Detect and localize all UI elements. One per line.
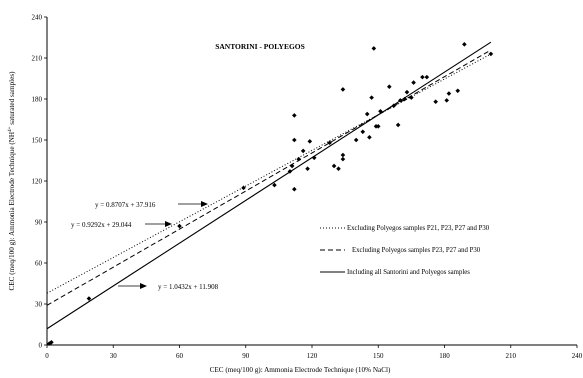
data-point <box>296 156 302 162</box>
legend-label-solid: Including all Santorini and Polyegos sam… <box>347 269 470 276</box>
data-point <box>391 103 397 109</box>
data-point <box>364 111 370 117</box>
y-tick-label: 60 <box>35 260 43 268</box>
chart-title: SANTORINI - POLYEGOS <box>215 42 305 51</box>
data-point <box>241 185 246 191</box>
data-point <box>307 139 313 144</box>
y-axis-title-prefix: CEC (meq/100 g): Ammonia Electrode Techn… <box>8 132 16 291</box>
data-point <box>340 87 346 92</box>
data-point <box>424 74 430 80</box>
x-tick-label: 120 <box>307 352 318 360</box>
x-tick-label: 210 <box>506 352 517 360</box>
data-point <box>353 137 359 143</box>
data-point <box>340 156 346 162</box>
x-tick-label: 90 <box>242 352 250 360</box>
axes <box>46 17 577 346</box>
y-tick-label: 0 <box>39 342 43 350</box>
data-point <box>292 113 297 118</box>
data-point <box>488 51 494 57</box>
data-point <box>305 166 310 171</box>
data-point <box>375 124 381 129</box>
data-point <box>300 148 306 154</box>
equation-labels: y = 0.8707x + 37.916 y = 0.9292x + 29.04… <box>71 201 219 291</box>
data-point <box>86 296 92 301</box>
data-point <box>446 91 452 96</box>
data-point <box>409 95 414 100</box>
y-axis-title-suffix: saturated samples) <box>8 71 16 127</box>
data-point <box>311 155 317 161</box>
data-point <box>289 163 295 169</box>
regression-lines <box>46 41 492 330</box>
x-tick-label: 240 <box>572 352 583 360</box>
legend-label-dotted: Excluding Polyegos samples P21, P23, P27… <box>347 225 490 232</box>
x-tick-label: 60 <box>176 352 184 360</box>
data-point <box>49 339 54 345</box>
data-point <box>367 134 372 140</box>
equation-dotted: y = 0.8707x + 37.916 <box>95 201 156 209</box>
data-point <box>327 140 332 146</box>
x-axis-title: CEC (meq/100 g): Ammonia Electrode Techn… <box>210 366 391 374</box>
data-point <box>371 46 377 51</box>
data-point <box>411 80 416 85</box>
data-point <box>398 98 403 103</box>
data-point <box>395 122 401 128</box>
x-tick-label: 150 <box>373 352 384 360</box>
x-tick-label: 30 <box>110 352 118 360</box>
y-tick-label: 150 <box>32 137 43 145</box>
data-point <box>340 152 346 158</box>
data-point <box>287 169 293 174</box>
y-tick-label: 210 <box>32 55 43 63</box>
y-tick-label: 180 <box>32 96 43 104</box>
data-point <box>433 99 438 105</box>
data-point <box>292 186 297 192</box>
data-point <box>378 109 383 114</box>
data-points <box>46 42 494 346</box>
equation-dotted-arrowhead <box>201 201 208 207</box>
data-point <box>455 88 461 94</box>
y-tick-label: 120 <box>32 178 43 186</box>
data-point <box>360 129 366 135</box>
data-point <box>369 95 374 100</box>
equation-dashed: y = 0.9292x + 29.044 <box>71 221 132 229</box>
y-tick-label: 30 <box>35 301 43 309</box>
x-tick-label: 0 <box>45 352 49 360</box>
equation-solid: y = 1.0432x + 11.908 <box>158 283 219 291</box>
data-point <box>404 89 410 95</box>
legend-label-dashed: Excluding Polyegos samples P23, P27 and … <box>352 247 481 254</box>
data-point <box>402 96 408 102</box>
equation-solid-arrowhead <box>140 283 147 289</box>
y-tick-label: 90 <box>35 219 43 227</box>
data-point <box>444 98 450 103</box>
data-point <box>336 166 341 171</box>
regression-line-dotted <box>46 53 492 294</box>
regression-line-dashed <box>46 49 492 306</box>
x-tick-label: 180 <box>439 352 450 360</box>
legend: Excluding Polyegos samples P21, P23, P27… <box>320 225 490 276</box>
data-point <box>292 137 297 143</box>
data-point <box>272 182 277 188</box>
x-ticks: 0 30 60 90 120 150 180 210 240 <box>45 345 583 360</box>
data-point <box>386 84 392 89</box>
data-point <box>462 42 467 47</box>
equation-dashed-arrowhead <box>165 221 172 227</box>
y-axis-title-superscript: 4+ <box>8 126 13 132</box>
y-axis-title: CEC (meq/100 g): Ammonia Electrode Techn… <box>8 71 16 291</box>
y-tick-label: 240 <box>32 14 43 22</box>
data-point <box>331 163 337 169</box>
regression-line-solid <box>46 41 492 330</box>
data-point <box>177 223 182 229</box>
data-point <box>420 74 425 80</box>
y-ticks: 0 30 60 90 120 150 180 210 240 <box>32 14 47 350</box>
